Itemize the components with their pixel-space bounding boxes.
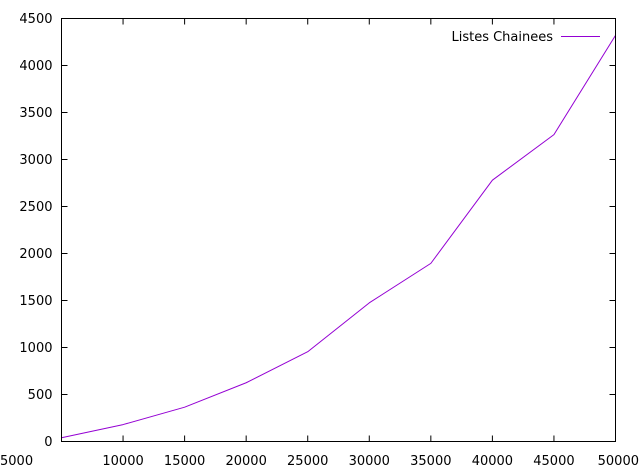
- plot-frame: [61, 18, 616, 442]
- y-tick-label: 1000: [19, 341, 52, 356]
- y-tick-label: 4000: [19, 59, 52, 74]
- y-tick-label: 1500: [19, 294, 52, 309]
- y-tick-label: 2500: [19, 200, 52, 215]
- x-tick-label: 50000: [598, 454, 639, 469]
- y-tick-label: 4500: [19, 12, 52, 27]
- x-tick-label: 10000: [102, 454, 143, 469]
- y-tick-label: 3500: [19, 106, 52, 121]
- y-tick-label: 3000: [19, 153, 52, 168]
- series-layer: [61, 35, 616, 439]
- x-tick-label: 40000: [472, 454, 513, 469]
- y-tick-label: 0: [44, 435, 52, 450]
- x-axis-ticks: 5000 10000 15000 20000 25000 30000 35000 40000 4…: [0, 18, 639, 469]
- x-tick-label: 35000: [410, 454, 451, 469]
- legend: Listes Chainees: [451, 30, 600, 45]
- legend-label: Listes Chainees: [451, 30, 553, 45]
- x-tick-label: 15000: [164, 454, 205, 469]
- y-tick-label: 2000: [19, 247, 52, 262]
- y-tick-label: 500: [28, 388, 53, 403]
- x-tick-label: 30000: [349, 454, 390, 469]
- y-axis-ticks: 0 500 1000 1500 2000 2500 3000 3500 4000 4500: [19, 12, 616, 450]
- x-tick-label: 5000: [0, 454, 33, 469]
- series-line-0: [61, 35, 616, 439]
- x-tick-label: 45000: [533, 454, 574, 469]
- x-tick-label: 20000: [225, 454, 266, 469]
- x-tick-label: 25000: [287, 454, 328, 469]
